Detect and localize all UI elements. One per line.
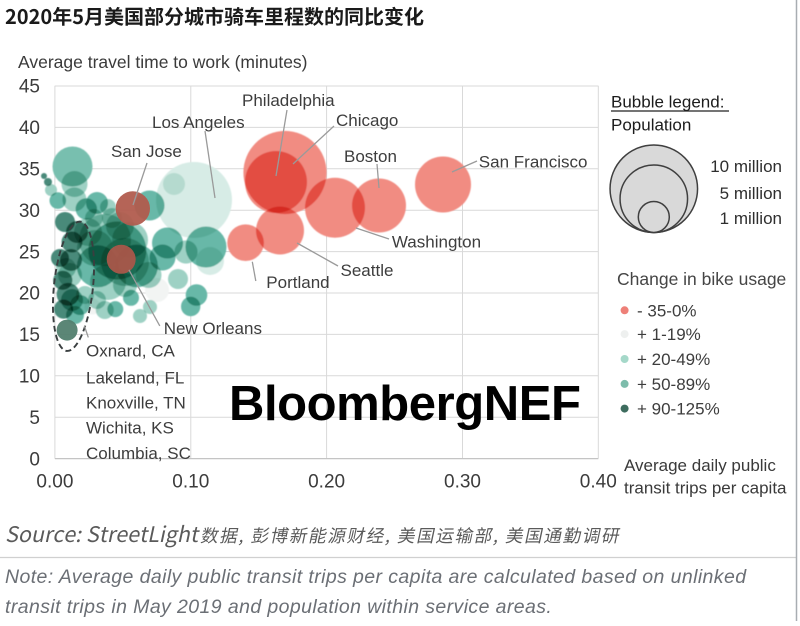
svg-text:0.20: 0.20 bbox=[308, 472, 345, 493]
svg-text:Columbia, SC: Columbia, SC bbox=[86, 444, 191, 463]
svg-text:BloombergNEF: BloombergNEF bbox=[229, 377, 580, 431]
svg-text:Knoxville, TN: Knoxville, TN bbox=[86, 393, 186, 412]
svg-text:Population: Population bbox=[611, 116, 691, 135]
svg-text:Seattle: Seattle bbox=[341, 261, 394, 280]
svg-text:Los Angeles: Los Angeles bbox=[152, 113, 245, 132]
svg-text:0: 0 bbox=[29, 449, 40, 470]
svg-text:10 million: 10 million bbox=[710, 157, 782, 176]
svg-text:Boston: Boston bbox=[344, 147, 397, 166]
svg-text:Chicago: Chicago bbox=[336, 111, 398, 130]
svg-text:40: 40 bbox=[19, 118, 40, 139]
svg-text:transit trips in May 2019 and: transit trips in May 2019 and population… bbox=[5, 596, 552, 618]
svg-text:San Jose: San Jose bbox=[111, 142, 182, 161]
svg-text:San Francisco: San Francisco bbox=[479, 152, 588, 171]
svg-text:5 million: 5 million bbox=[720, 184, 782, 203]
svg-text:Oxnard, CA: Oxnard, CA bbox=[86, 342, 175, 361]
svg-text:+ 1-19%: + 1-19% bbox=[637, 325, 701, 344]
svg-text:Lakeland, FL: Lakeland, FL bbox=[86, 368, 184, 387]
svg-text:25: 25 bbox=[19, 242, 40, 263]
svg-text:30: 30 bbox=[19, 201, 40, 222]
svg-text:Washington: Washington bbox=[392, 233, 481, 252]
svg-text:Bubble legend:: Bubble legend: bbox=[611, 93, 724, 112]
svg-text:0.30: 0.30 bbox=[444, 472, 481, 493]
svg-text:45: 45 bbox=[19, 77, 40, 98]
svg-text:20: 20 bbox=[19, 284, 40, 305]
svg-text:Portland: Portland bbox=[266, 273, 329, 292]
svg-text:0.40: 0.40 bbox=[580, 472, 617, 493]
svg-text:- 35-0%: - 35-0% bbox=[637, 301, 697, 320]
svg-text:15: 15 bbox=[19, 325, 40, 346]
svg-text:Philadelphia: Philadelphia bbox=[242, 91, 335, 110]
svg-text:+ 90-125%: + 90-125% bbox=[637, 400, 720, 419]
svg-text:+ 20-49%: + 20-49% bbox=[637, 350, 710, 369]
svg-text:Note: Average daily public tra: Note: Average daily public transit trips… bbox=[5, 566, 747, 588]
svg-text:Wichita, KS: Wichita, KS bbox=[86, 419, 174, 438]
svg-text:0.10: 0.10 bbox=[172, 472, 209, 493]
svg-text:+ 50-89%: + 50-89% bbox=[637, 375, 710, 394]
svg-text:Average travel time to work (m: Average travel time to work (minutes) bbox=[18, 52, 308, 72]
svg-text:transit trips per capita: transit trips per capita bbox=[624, 479, 787, 498]
svg-text:10: 10 bbox=[19, 367, 40, 388]
svg-text:1 million: 1 million bbox=[720, 209, 782, 228]
svg-text:0.00: 0.00 bbox=[36, 472, 73, 493]
svg-text:New Orleans: New Orleans bbox=[164, 319, 262, 338]
svg-text:Change in bike usage: Change in bike usage bbox=[617, 269, 786, 289]
svg-text:5: 5 bbox=[29, 408, 40, 429]
svg-text:Average daily public: Average daily public bbox=[624, 456, 776, 475]
svg-text:35: 35 bbox=[19, 160, 40, 181]
